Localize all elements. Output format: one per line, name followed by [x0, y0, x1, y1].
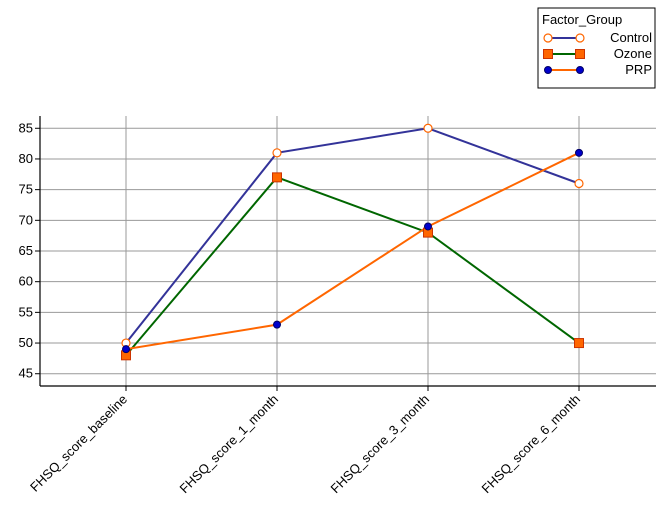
y-tick-label: 85 [19, 120, 33, 135]
y-tick-label: 55 [19, 304, 33, 319]
series-line-control [125, 127, 580, 344]
marker-prp [424, 222, 432, 231]
legend-marker [575, 33, 585, 43]
marker-prp [122, 345, 130, 354]
y-tick-label: 50 [19, 335, 33, 350]
y-tick-label: 80 [19, 151, 33, 166]
legend-title: Factor_Group [542, 12, 622, 27]
marker-control [423, 123, 433, 133]
x-tick-label: FHSQ_score_1_month [177, 392, 282, 497]
legend-item-prp: PRP [544, 62, 652, 77]
y-tick-label: 70 [19, 212, 33, 227]
grid-lines [40, 116, 656, 386]
legend-label: Control [610, 30, 652, 45]
legend-item-ozone: Ozone [543, 46, 652, 61]
marker-ozone [272, 172, 282, 183]
marker-prp [575, 148, 583, 157]
y-tick-label: 45 [19, 366, 33, 381]
marker-control [574, 178, 584, 189]
series-line-ozone [125, 176, 580, 356]
legend-box [537, 7, 656, 89]
marker-control [272, 148, 282, 158]
x-tick-label: FHSQ_score_6_month [479, 392, 584, 497]
legend-label: PRP [625, 62, 652, 77]
x-axis-ticks: FHSQ_score_baseline FHSQ_score_1_month FHS… [27, 386, 583, 496]
marker-prp [273, 320, 281, 329]
y-tick-label: 65 [19, 243, 33, 258]
y-tick-label: 75 [19, 182, 33, 197]
x-tick-label: FHSQ_score_3_month [328, 392, 433, 497]
legend-label: Ozone [614, 46, 652, 61]
x-tick-label: FHSQ_score_baseline [27, 392, 130, 495]
y-axis-ticks: 45 50 55 60 65 70 75 80 85 [19, 120, 40, 381]
legend-marker [575, 49, 585, 59]
series-markers [121, 123, 584, 361]
legend-item-control: Control [543, 30, 652, 45]
marker-ozone [574, 338, 584, 349]
legend-marker [543, 33, 553, 43]
legend-marker [576, 66, 584, 74]
y-tick-label: 60 [19, 274, 33, 289]
legend-marker [544, 66, 552, 74]
series-lines [125, 127, 580, 356]
series-line-prp [125, 151, 580, 351]
legend-marker [543, 49, 553, 59]
